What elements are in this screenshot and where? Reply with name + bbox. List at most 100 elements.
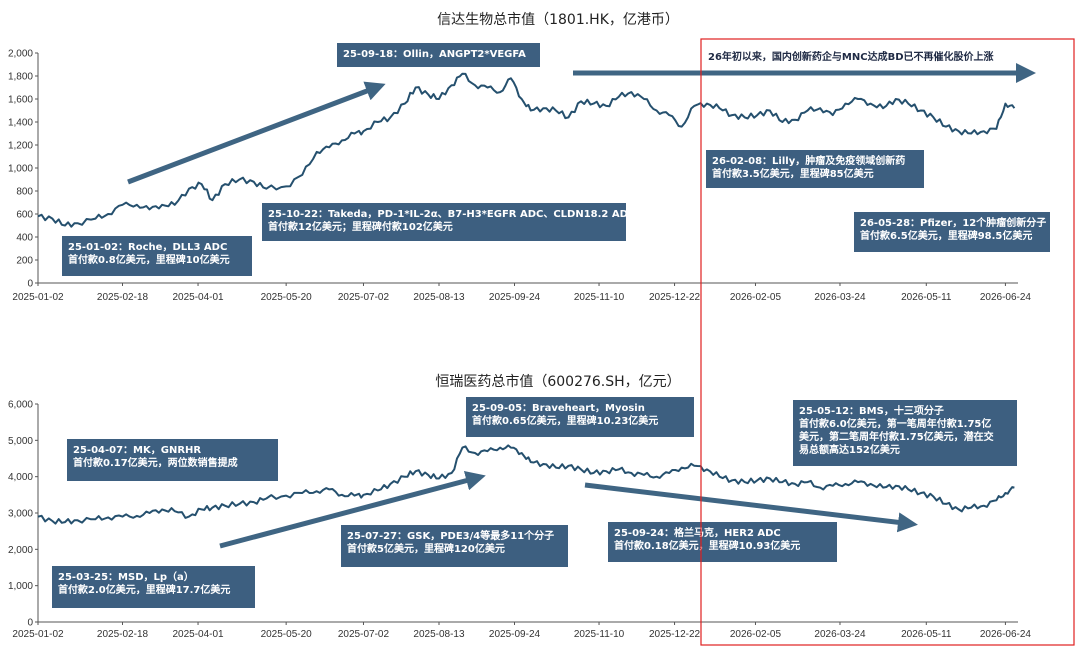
annotation-text: 25-09-05：Braveheart，Myosin <box>472 403 645 414</box>
y-tick-label: 3,000 <box>8 509 33 520</box>
annotation-text: 首付款0.65亿美元，里程碑10.23亿美元 <box>472 414 658 427</box>
y-tick-label: 1,400 <box>8 118 33 129</box>
trend-arrow <box>584 482 918 533</box>
x-tick-label: 2026-06-24 <box>980 292 1032 303</box>
chart-title: 恒瑞医药总市值（600276.SH，亿元） <box>435 373 680 390</box>
x-tick-label: 2025-01-02 <box>12 292 64 303</box>
x-tick-label: 2025-08-13 <box>413 629 465 640</box>
x-tick-label: 2026-05-11 <box>901 292 952 303</box>
x-tick-label: 2025-04-01 <box>172 292 224 303</box>
x-tick-label: 2025-09-24 <box>489 629 541 640</box>
x-tick-label: 2026-03-24 <box>814 629 866 640</box>
annotation-background <box>706 150 924 188</box>
annotation-background <box>793 400 1017 466</box>
annotation-text: 25-05-12：BMS，十三项分子 <box>799 404 944 417</box>
annotation-background <box>466 397 694 437</box>
annotation-background <box>52 566 255 608</box>
annotation-text: 易总额高达152亿美元 <box>799 443 900 456</box>
y-tick-label: 800 <box>16 187 33 198</box>
series-line <box>37 444 1015 525</box>
annotation-background <box>62 236 252 276</box>
annotation-background <box>67 439 278 481</box>
annotation-text: 25-01-02：Roche，DLL3 ADC <box>68 242 227 253</box>
x-tick-label: 2025-11-10 <box>574 292 625 303</box>
x-tick-label: 2025-08-13 <box>413 292 465 303</box>
annotation-text: 26-05-28：Pfizer，12个肿瘤创新分子 <box>860 216 1046 229</box>
annotation-box: 25-01-02：Roche，DLL3 ADC首付款0.8亿美元，里程碑10亿美… <box>62 236 252 276</box>
annotation-text: 25-03-25：MSD，Lp（a） <box>58 570 194 583</box>
annotation-text: 25-07-27：GSK，PDE3/4等最多11个分子 <box>347 529 554 542</box>
annotation-text: 首付款6.0亿美元，第一笔周年付款1.75亿 <box>799 417 991 430</box>
x-tick-label: 2025-02-18 <box>97 629 149 640</box>
y-tick-label: 1,800 <box>8 72 33 83</box>
y-tick-label: 1,000 <box>8 581 33 592</box>
x-tick-label: 2025-07-02 <box>338 292 390 303</box>
annotation-text: 首付款12亿美元；里程碑付款102亿美元 <box>268 220 453 233</box>
annotation-background <box>608 522 837 562</box>
y-tick-label: 0 <box>27 279 33 290</box>
annotation-text: 首付款0.18亿美元，里程碑10.93亿美元 <box>614 539 800 552</box>
y-tick-label: 1,200 <box>8 141 33 152</box>
x-tick-label: 2025-12-22 <box>649 629 701 640</box>
chart-title: 信达生物总市值（1801.HK，亿港币） <box>437 11 679 28</box>
x-tick-label: 2026-02-05 <box>730 292 782 303</box>
annotation-box: 25-05-12：BMS，十三项分子首付款6.0亿美元，第一笔周年付款1.75亿… <box>793 400 1017 466</box>
annotation-box: 25-07-27：GSK，PDE3/4等最多11个分子首付款5亿美元，里程碑12… <box>341 525 568 567</box>
y-tick-label: 4,000 <box>8 472 33 483</box>
y-tick-label: 0 <box>27 618 33 629</box>
annotation-text: 首付款6.5亿美元，里程碑98.5亿美元 <box>860 229 1032 242</box>
x-tick-label: 2025-12-22 <box>649 292 701 303</box>
annotation-text: 首付款0.17亿美元，两位数销售提成 <box>73 456 238 469</box>
annotation-text: 首付款3.5亿美元，里程碑85亿美元 <box>712 167 874 180</box>
series-line <box>37 72 1016 228</box>
banner-text: 26年初以来，国内创新药企与MNC达成BD已不再催化股价上涨 <box>708 50 994 63</box>
x-tick-label: 2025-09-24 <box>489 292 541 303</box>
annotation-text: 首付款2.0亿美元，里程碑17.7亿美元 <box>58 583 230 596</box>
annotation-box: 26-05-28：Pfizer，12个肿瘤创新分子首付款6.5亿美元，里程碑98… <box>854 212 1050 252</box>
annotation-background <box>337 43 540 67</box>
trend-arrow <box>127 81 386 185</box>
x-tick-label: 2025-05-20 <box>261 629 313 640</box>
chart-2: 恒瑞医药总市值（600276.SH，亿元） 0 1,000 2,000 3,000 4,0… <box>8 373 1031 640</box>
annotation-background <box>262 203 626 241</box>
y-tick-label: 400 <box>16 233 33 244</box>
highlight-region-border <box>700 38 1075 646</box>
x-tick-label: 2026-06-24 <box>980 629 1032 640</box>
y-tick-label: 5,000 <box>8 436 33 447</box>
annotation-background <box>341 525 568 567</box>
y-tick-label: 1,000 <box>8 164 33 175</box>
trend-arrow <box>219 470 486 549</box>
annotation-text: 25-09-18：Ollin，ANGPT2*VEGFA <box>343 49 526 60</box>
x-tick-label: 2025-02-18 <box>97 292 149 303</box>
annotation-box: 25-10-22：Takeda，PD-1*IL-2α、B7-H3*EGFR AD… <box>262 203 635 241</box>
y-tick-label: 200 <box>16 256 33 267</box>
annotation-text: 26-02-08：Lilly，肿瘤及免疫领域创新药 <box>712 154 905 167</box>
y-tick-label: 2,000 <box>8 49 33 60</box>
annotation-text: 美元，第二笔周年付款1.75亿美元，潜在交 <box>799 430 994 443</box>
annotation-text: 25-09-24：格兰马克，HER2 ADC <box>614 526 781 539</box>
annotation-box: 26-02-08：Lilly，肿瘤及免疫领域创新药首付款3.5亿美元，里程碑85… <box>706 150 924 188</box>
x-tick-label: 2025-05-20 <box>261 292 313 303</box>
annotation-text: 首付款5亿美元，里程碑120亿美元 <box>347 542 505 555</box>
x-tick-label: 2025-04-01 <box>172 629 224 640</box>
chart-1: 信达生物总市值（1801.HK，亿港币） 0 200 400 600 800 1,000 1,… <box>8 11 1050 303</box>
y-tick-label: 1,600 <box>8 95 33 106</box>
y-tick-label: 6,000 <box>8 400 33 411</box>
x-tick-label: 2025-11-10 <box>574 629 625 640</box>
annotation-box: 25-09-18：Ollin，ANGPT2*VEGFA <box>337 43 540 67</box>
x-tick-label: 2025-01-02 <box>12 629 64 640</box>
annotation-text: 25-04-07：MK，GNRHR <box>73 445 201 456</box>
y-tick-label: 2,000 <box>8 545 33 556</box>
annotation-box: 25-03-25：MSD，Lp（a）首付款2.0亿美元，里程碑17.7亿美元 <box>52 566 255 608</box>
annotation-text: 25-10-22：Takeda，PD-1*IL-2α、B7-H3*EGFR AD… <box>268 209 635 220</box>
annotation-background <box>854 212 1050 252</box>
x-tick-label: 2025-07-02 <box>338 629 390 640</box>
annotation-box: 25-09-05：Braveheart，Myosin首付款0.65亿美元，里程碑… <box>466 397 694 437</box>
x-tick-label: 2026-05-11 <box>901 629 952 640</box>
y-tick-label: 600 <box>16 210 33 221</box>
annotation-box: 25-09-24：格兰马克，HER2 ADC首付款0.18亿美元，里程碑10.9… <box>608 522 837 562</box>
x-tick-label: 2026-03-24 <box>814 292 866 303</box>
annotation-text: 首付款0.8亿美元，里程碑10亿美元 <box>68 253 230 266</box>
